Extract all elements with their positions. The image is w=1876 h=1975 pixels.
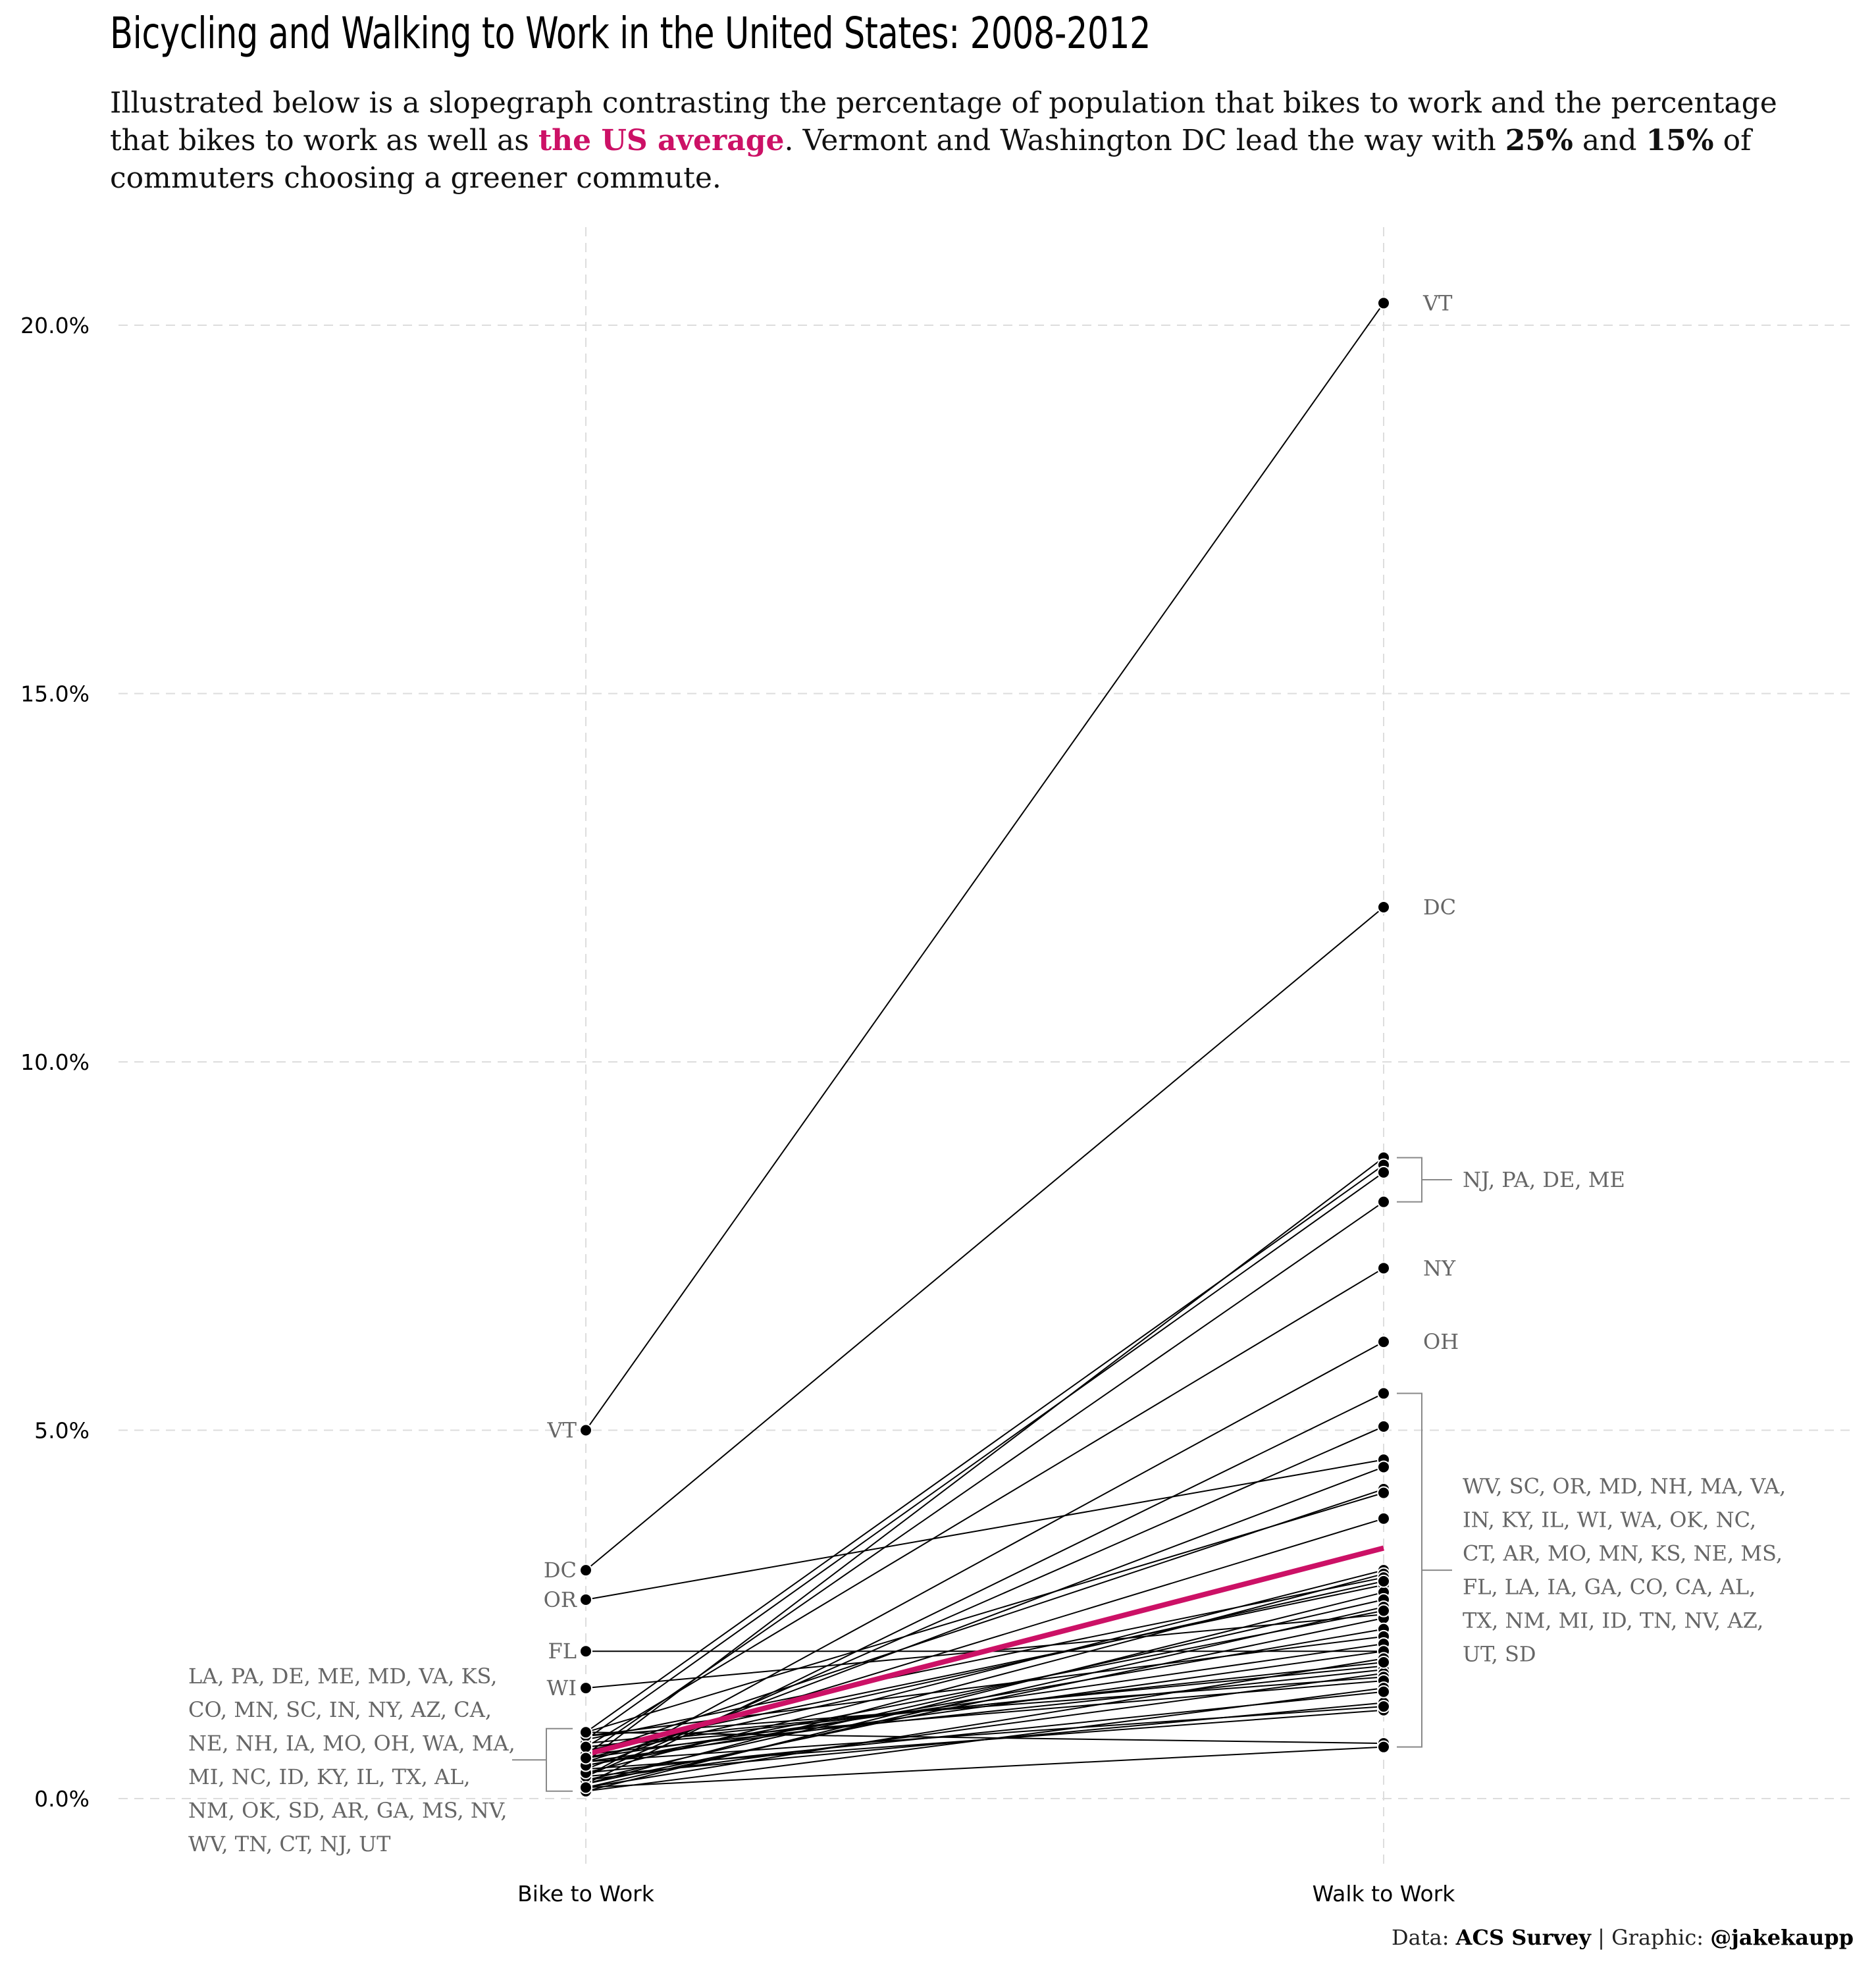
point-vt-walk xyxy=(1377,296,1390,310)
series-line-sd xyxy=(585,1580,1384,1759)
subtitle-bold-1: 25% xyxy=(1505,124,1573,157)
y-tick-label: 0.0% xyxy=(34,1786,90,1812)
point-nv-walk xyxy=(1377,1685,1390,1698)
right-label-vt: VT xyxy=(1422,290,1453,315)
series-line-pa xyxy=(585,1164,1384,1733)
caption-prefix: Data: xyxy=(1392,1925,1456,1950)
left-group-bracket xyxy=(546,1727,573,1792)
series-line-ky xyxy=(585,1573,1384,1785)
point-me-walk xyxy=(1377,1195,1390,1209)
series-line-me xyxy=(585,1201,1384,1755)
point-wi-bike xyxy=(579,1681,592,1695)
caption-middle: | Graphic: xyxy=(1590,1925,1711,1950)
series-line-ma xyxy=(585,1492,1384,1733)
series-line-oh xyxy=(585,1341,1384,1778)
series-line-tn xyxy=(585,1746,1384,1789)
point-va-walk xyxy=(1377,1512,1390,1525)
x-tick-label: Bike to Work xyxy=(517,1881,655,1907)
series-line-wa xyxy=(585,1584,1384,1752)
point-vt-bike xyxy=(579,1423,592,1437)
point-tn-walk xyxy=(1377,1740,1390,1754)
subtitle-highlight-us-average: the US average xyxy=(538,124,785,157)
point-fl-bike xyxy=(579,1645,592,1658)
right-group-bracket-1 xyxy=(1397,1157,1422,1203)
left-label-fl: FL xyxy=(548,1639,577,1664)
subtitle-text-2: . Vermont and Washington DC lead the way… xyxy=(784,124,1505,157)
chart-subtitle: Illustrated below is a slopegraph contra… xyxy=(110,84,1841,197)
subtitle-text-3: and xyxy=(1573,124,1646,157)
series-line-ms xyxy=(585,1658,1384,1789)
point-sd-bike xyxy=(579,1751,592,1765)
caption-author: @jakekaupp xyxy=(1710,1925,1854,1950)
y-tick-label: 10.0% xyxy=(20,1049,90,1075)
series-line-az xyxy=(585,1661,1384,1748)
right-group-label-line: TX, NM, MI, ID, TN, NV, AZ, xyxy=(1463,1608,1763,1633)
series-line-ut xyxy=(585,1610,1384,1766)
right-group-label-line: WV, SC, OR, MD, NH, MA, VA, xyxy=(1463,1474,1786,1499)
series-line-de xyxy=(585,1172,1384,1741)
point-ny-walk xyxy=(1377,1261,1390,1275)
point-az-bike xyxy=(579,1740,592,1754)
point-az-walk xyxy=(1377,1655,1390,1669)
right-label-dc: DC xyxy=(1423,895,1456,920)
left-group-label-line: NM, OK, SD, AR, GA, MS, NV, xyxy=(188,1798,508,1823)
right-label-oh: OH xyxy=(1423,1329,1459,1354)
series-line-us-average xyxy=(585,1545,1385,1757)
series-line-ks xyxy=(585,1643,1384,1759)
left-group-label-line: WV, TN, CT, NJ, UT xyxy=(188,1831,391,1856)
series-line-vt xyxy=(585,302,1384,1431)
point-or-bike xyxy=(579,1593,592,1606)
series-line-nv xyxy=(585,1691,1384,1774)
left-group-label-line: CO, MN, SC, IN, NY, AZ, CA, xyxy=(188,1697,492,1722)
left-group-label-line: MI, NC, ID, KY, IL, TX, AL, xyxy=(188,1764,471,1789)
point-dc-bike xyxy=(579,1564,592,1577)
left-label-wi: WI xyxy=(546,1675,577,1700)
subtitle-text-4: of commuters choosing a greener commute. xyxy=(110,124,1752,195)
series-line-nj xyxy=(585,1157,1384,1762)
series-line-dc xyxy=(585,907,1384,1571)
point-wv-walk xyxy=(1377,1386,1390,1400)
right-group-label-line: CT, AR, MO, MN, KS, NE, MS, xyxy=(1463,1541,1783,1566)
left-label-dc: DC xyxy=(544,1558,577,1583)
x-tick-label: Walk to Work xyxy=(1313,1881,1456,1907)
left-label-vt: VT xyxy=(547,1418,577,1443)
series-line-il xyxy=(585,1577,1384,1741)
series-line-mi xyxy=(585,1706,1384,1763)
point-id-bike xyxy=(579,1725,592,1739)
left-group-label-line: LA, PA, DE, ME, MD, VA, KS, xyxy=(188,1664,497,1689)
chart-title: Bicycling and Walking to Work in the Uni… xyxy=(110,8,1151,59)
point-oh-walk xyxy=(1377,1335,1390,1349)
series-line-co xyxy=(585,1676,1384,1737)
point-sd-walk xyxy=(1377,1574,1390,1588)
y-tick-label: 5.0% xyxy=(34,1418,90,1444)
left-group-label-line: NE, NH, IA, MO, OH, WA, MA, xyxy=(188,1731,515,1756)
y-tick-label: 15.0% xyxy=(20,681,90,707)
point-ma-walk xyxy=(1377,1486,1390,1500)
point-md-walk xyxy=(1377,1460,1390,1474)
right-group-label-line: FL, LA, IA, GA, CO, CA, AL, xyxy=(1463,1575,1756,1600)
series-line-or xyxy=(585,1459,1384,1600)
series-line-ca xyxy=(585,1679,1384,1748)
chart-caption: Data: ACS Survey | Graphic: @jakekaupp xyxy=(1392,1925,1854,1950)
series-line-nc xyxy=(585,1598,1384,1781)
subtitle-bold-2: 15% xyxy=(1646,124,1714,157)
right-group-label-line: NJ, PA, DE, ME xyxy=(1463,1167,1625,1192)
y-tick-label: 20.0% xyxy=(20,313,90,338)
point-sc-walk xyxy=(1377,1419,1390,1433)
caption-source: ACS Survey xyxy=(1455,1925,1591,1950)
subtitle-text-1: Illustrated below is a slopegraph contra… xyxy=(110,86,1777,157)
point-de-walk xyxy=(1377,1165,1390,1179)
point-tn-bike xyxy=(579,1781,592,1795)
series-line-id xyxy=(585,1731,1384,1745)
series-line-ny xyxy=(585,1267,1384,1748)
point-mi-walk xyxy=(1377,1700,1390,1714)
right-group-bracket-2 xyxy=(1397,1392,1422,1748)
point-ut-walk xyxy=(1377,1604,1390,1618)
left-label-or: OR xyxy=(544,1587,577,1612)
right-label-ny: NY xyxy=(1423,1255,1456,1280)
point-dc-walk xyxy=(1377,901,1390,914)
right-group-label-line: IN, KY, IL, WI, WA, OK, NC, xyxy=(1463,1508,1756,1533)
right-group-label-line: UT, SD xyxy=(1463,1642,1536,1667)
